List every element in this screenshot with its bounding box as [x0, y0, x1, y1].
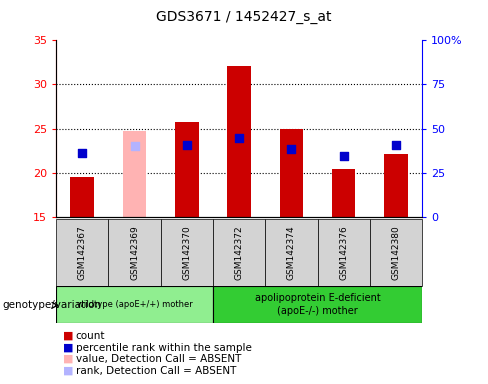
Bar — [227, 66, 251, 217]
Text: ■: ■ — [63, 343, 74, 353]
Bar — [175, 122, 199, 217]
Text: count: count — [76, 331, 105, 341]
Bar — [384, 154, 408, 217]
Bar — [56, 286, 213, 323]
Bar — [280, 129, 303, 217]
Text: ■: ■ — [63, 354, 74, 364]
Text: GSM142370: GSM142370 — [183, 225, 191, 280]
Text: rank, Detection Call = ABSENT: rank, Detection Call = ABSENT — [76, 366, 236, 376]
Text: ■: ■ — [63, 331, 74, 341]
Bar — [213, 219, 265, 286]
Bar — [213, 286, 422, 323]
Bar — [332, 169, 355, 217]
Bar — [265, 219, 318, 286]
Bar — [108, 219, 161, 286]
Text: ■: ■ — [63, 366, 74, 376]
Bar — [161, 219, 213, 286]
Text: percentile rank within the sample: percentile rank within the sample — [76, 343, 251, 353]
Text: GSM142376: GSM142376 — [339, 225, 348, 280]
Point — [183, 141, 191, 147]
Text: value, Detection Call = ABSENT: value, Detection Call = ABSENT — [76, 354, 241, 364]
Bar — [370, 219, 422, 286]
Point — [340, 153, 347, 159]
Text: GDS3671 / 1452427_s_at: GDS3671 / 1452427_s_at — [156, 10, 332, 23]
Point — [131, 143, 139, 149]
Bar — [318, 219, 370, 286]
Point — [392, 141, 400, 147]
Text: wildtype (apoE+/+) mother: wildtype (apoE+/+) mother — [77, 300, 192, 309]
Text: genotype/variation: genotype/variation — [2, 300, 102, 310]
Text: GSM142374: GSM142374 — [287, 225, 296, 280]
Point — [287, 146, 295, 152]
Text: GSM142369: GSM142369 — [130, 225, 139, 280]
Point — [235, 135, 243, 141]
Text: apolipoprotein E-deficient
(apoE-/-) mother: apolipoprotein E-deficient (apoE-/-) mot… — [255, 293, 381, 316]
Text: GSM142372: GSM142372 — [235, 225, 244, 280]
Bar — [70, 177, 94, 217]
Text: GSM142367: GSM142367 — [78, 225, 87, 280]
Point — [79, 150, 86, 156]
Text: GSM142380: GSM142380 — [391, 225, 401, 280]
Bar — [56, 219, 108, 286]
Bar — [123, 131, 146, 217]
